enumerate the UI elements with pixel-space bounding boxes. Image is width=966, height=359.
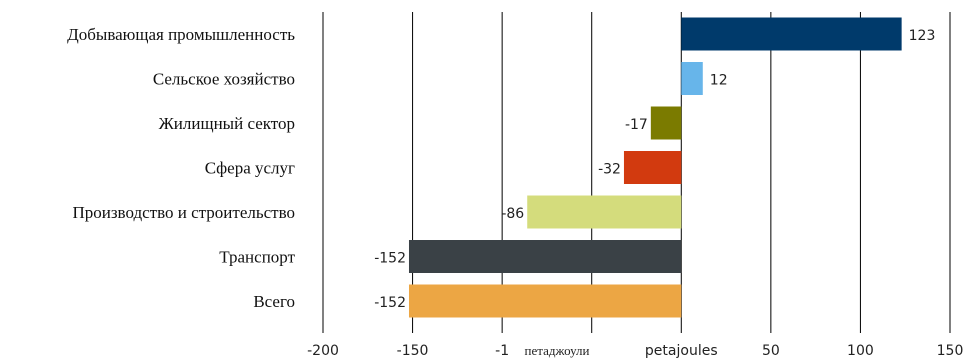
bar	[408, 240, 682, 273]
category-label: Добывающая промышленность	[67, 25, 295, 44]
x-tick-label: 150	[937, 343, 964, 359]
data-label: -152	[374, 295, 406, 311]
category-label: Жилищный сектор	[159, 114, 295, 133]
bar	[527, 195, 682, 229]
bar	[623, 151, 682, 184]
category-label: Производство и строительство	[72, 203, 295, 222]
data-label: -17	[625, 117, 648, 133]
x-tick-label: -150	[397, 343, 429, 359]
bar	[681, 62, 703, 95]
x-axis-unit-label: петаджоули	[525, 343, 590, 358]
value-labels: 123 12 -17 -32 -86 -152 -152	[374, 28, 935, 311]
data-label: -86	[501, 206, 524, 222]
data-label: 12	[710, 73, 728, 89]
bars	[408, 17, 902, 318]
x-tick-label: -200	[307, 343, 339, 359]
data-label: -152	[374, 251, 406, 267]
data-label: 123	[909, 28, 936, 44]
x-tick-label: 100	[847, 343, 874, 359]
category-label: Сельское хозяйство	[153, 70, 295, 89]
bar	[650, 106, 682, 140]
bar	[408, 284, 682, 318]
x-tick-labels: -200 -150 -1 petajoules 50 100 150	[307, 343, 963, 359]
data-label: -32	[598, 162, 621, 178]
category-label: Всего	[253, 292, 295, 311]
x-tick-label: -1	[495, 343, 509, 359]
category-label: Транспорт	[219, 248, 295, 267]
bar	[681, 17, 902, 51]
category-label: Сфера услуг	[205, 159, 295, 178]
x-tick-label: petajoules	[645, 343, 718, 359]
category-labels: Добывающая промышленность Сельское хозяйс…	[67, 25, 295, 311]
x-tick-label: 50	[762, 343, 780, 359]
